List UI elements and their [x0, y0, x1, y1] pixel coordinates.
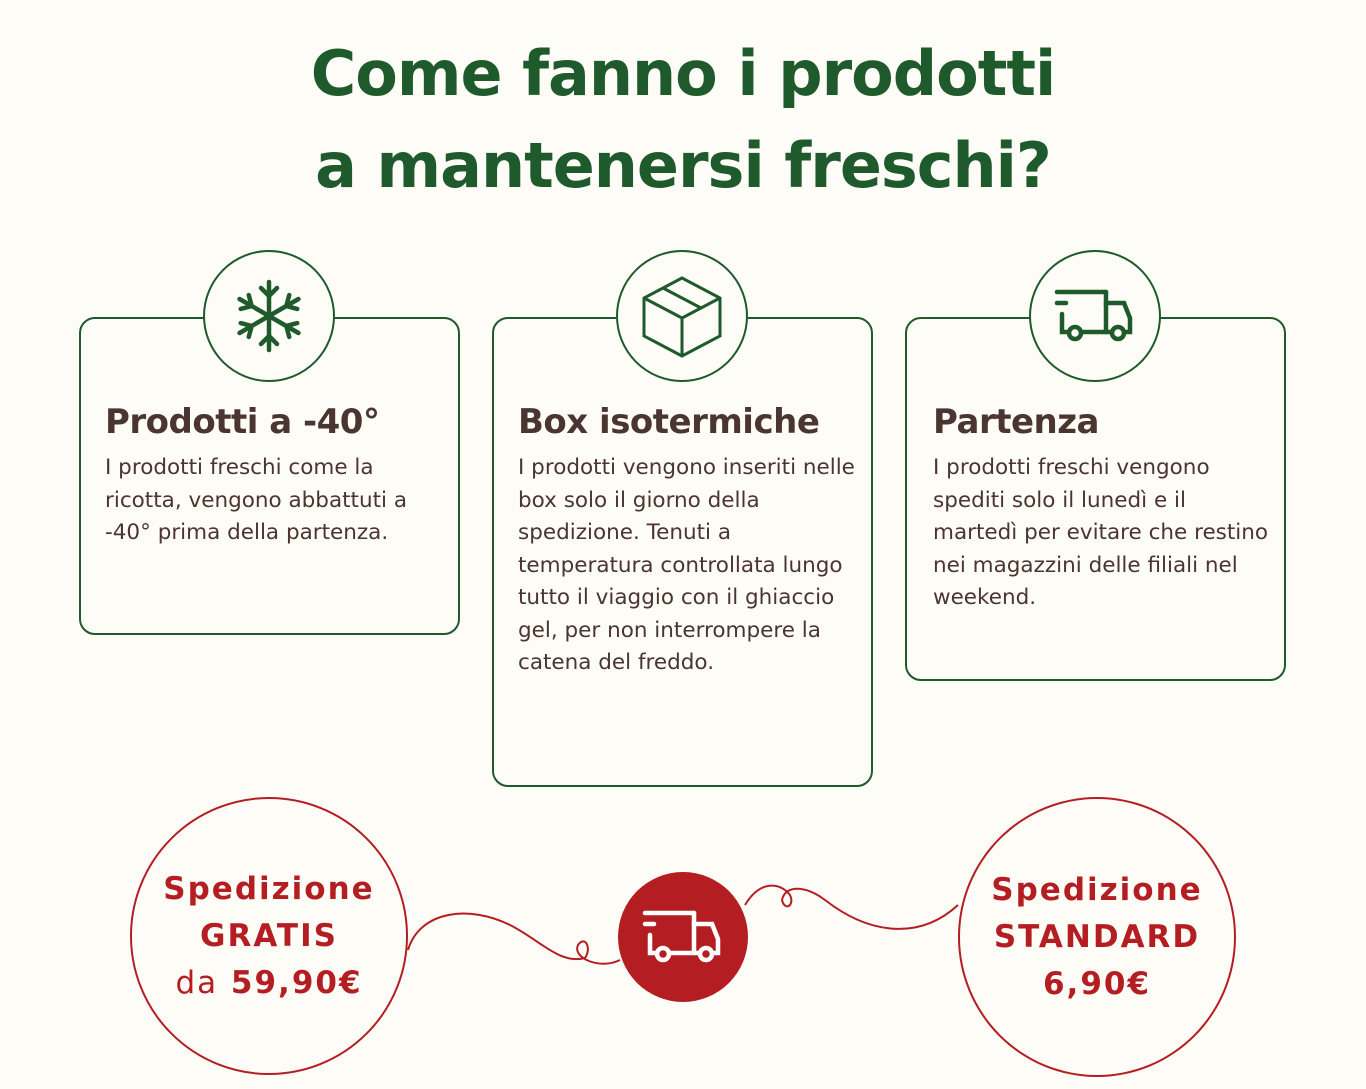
- card-body: I prodotti vengono inseriti nelle box so…: [518, 455, 855, 675]
- card-heading: Prodotti a -40°: [105, 402, 380, 442]
- snowflake-icon: [231, 279, 307, 354]
- page-title: Come fanno i prodotti a mantenersi fresc…: [310, 37, 1057, 202]
- truck-icon-circle: [1029, 250, 1161, 382]
- box-icon-circle: [616, 250, 748, 382]
- card-body: I prodotti freschi vengono spediti solo …: [933, 455, 1269, 610]
- card-body: I prodotti freschi come la ricotta, veng…: [105, 455, 408, 545]
- truck-icon: [1054, 289, 1133, 342]
- card-heading: Box isotermiche: [518, 402, 820, 442]
- box-icon: [642, 276, 722, 358]
- truck-icon: [642, 910, 721, 963]
- standard-shipping-badge: Spedizione STANDARD 6,90€: [958, 797, 1236, 1077]
- card-heading: Partenza: [933, 402, 1099, 442]
- truck-icon-badge: [618, 872, 748, 1002]
- free-shipping-badge: Spedizione GRATIS da 59,90€: [130, 797, 408, 1075]
- snowflake-icon-circle: [203, 250, 335, 382]
